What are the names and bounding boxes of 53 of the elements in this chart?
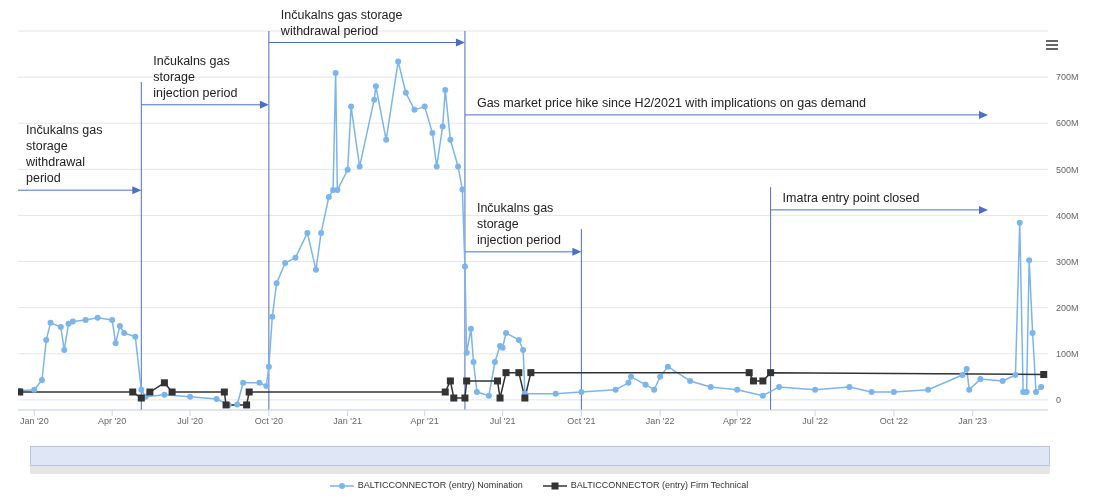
point <box>220 388 228 396</box>
point <box>493 377 501 385</box>
y-tick-label: 600M <box>1056 118 1079 129</box>
annotation: Inčukalns gas storage injection period <box>476 200 562 247</box>
annotation: Inčukalns gas storage withdrawal period <box>25 123 103 186</box>
point <box>749 377 757 385</box>
point <box>767 369 775 377</box>
annotation: Gas market price hike since H2/2021 with implications on gas demand <box>476 95 867 110</box>
x-tick-label: Oct '21 <box>567 416 596 427</box>
point <box>446 377 454 385</box>
point <box>160 379 168 387</box>
point <box>521 394 529 402</box>
point <box>450 394 458 402</box>
point <box>461 394 469 402</box>
point <box>515 369 523 377</box>
x-tick-label: Oct '20 <box>254 416 283 427</box>
legend-label: BALTICCONNECTOR (entry) Firm Technical <box>569 480 749 490</box>
y-tick-label: 500M <box>1056 164 1079 175</box>
y-tick-label: 0 <box>1056 395 1062 406</box>
y-tick-label: 700M <box>1056 72 1079 83</box>
point <box>759 377 767 385</box>
x-tick-label: Apr '20 <box>98 416 127 427</box>
point <box>502 369 510 377</box>
annotation: Inčukalns gas storage withdrawal period <box>279 7 403 38</box>
x-tick-label: Apr '21 <box>410 416 439 427</box>
x-tick-label: Jan '22 <box>645 416 675 427</box>
x-tick-label: Oct '22 <box>879 416 908 427</box>
point <box>496 394 504 402</box>
x-tick-label: Jul '21 <box>489 416 516 427</box>
point <box>245 388 253 396</box>
y-tick-label: 300M <box>1056 256 1079 267</box>
point <box>441 388 449 396</box>
annotation: Inčukalns gas storage injection period <box>153 53 238 100</box>
x-tick-label: Apr '22 <box>723 416 752 427</box>
legend-label: BALTICCONNECTOR (entry) Nomination <box>356 480 523 490</box>
y-tick-label: 400M <box>1056 210 1079 221</box>
x-tick-label: Jan '21 <box>333 416 363 427</box>
y-tick-label: 200M <box>1056 302 1079 313</box>
y-tick-label: 100M <box>1056 348 1079 359</box>
x-tick-label: Jan '23 <box>958 416 988 427</box>
point <box>168 388 176 396</box>
x-tick-label: Jan '20 <box>19 416 49 427</box>
point <box>1040 371 1048 378</box>
point <box>129 388 137 396</box>
point <box>146 388 154 396</box>
point <box>137 394 145 402</box>
point <box>527 369 535 377</box>
point <box>463 377 471 385</box>
point <box>745 369 753 377</box>
x-tick-label: Jul '20 <box>177 416 203 427</box>
point <box>243 401 251 409</box>
x-tick-label: Jul '22 <box>802 416 828 427</box>
annotation: Imatra entry point closed <box>782 190 920 205</box>
